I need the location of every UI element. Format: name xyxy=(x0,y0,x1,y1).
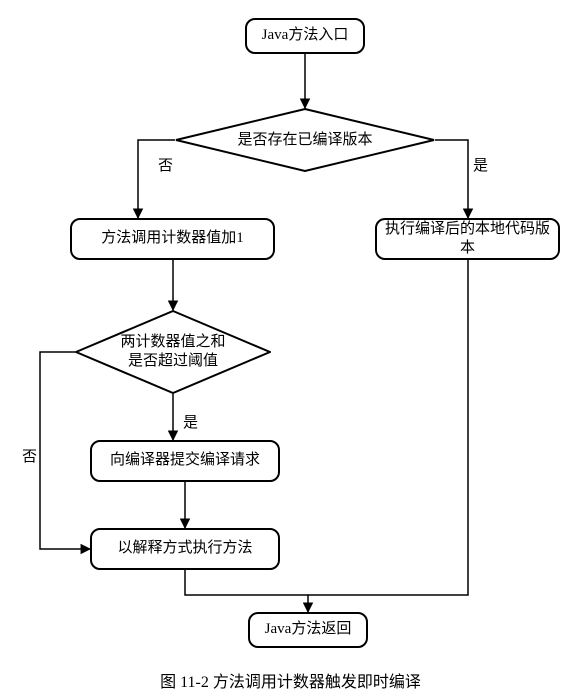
node-compile-label: 执行编译后的本地代码版本 xyxy=(383,220,552,259)
edge-d1-yes-comp xyxy=(435,140,468,218)
node-start-label: Java方法入口 xyxy=(262,26,349,46)
edge-comp-ret xyxy=(308,260,468,595)
node-interp-label: 以解释方式执行方法 xyxy=(117,539,252,559)
node-return: Java方法返回 xyxy=(248,612,368,648)
node-submit-compile: 向编译器提交编译请求 xyxy=(90,440,280,482)
node-submit-label: 向编译器提交编译请求 xyxy=(110,451,260,471)
decision-has-compiled: 是否存在已编译版本 xyxy=(175,108,435,172)
node-interpret: 以解释方式执行方法 xyxy=(90,528,280,570)
edge-d1-no-inc xyxy=(138,140,175,218)
node-inc-label: 方法调用计数器值加1 xyxy=(101,229,244,249)
edge-interp-ret xyxy=(185,570,308,612)
figure-caption: 图 11-2 方法调用计数器触发即时编译 xyxy=(0,668,581,692)
node-execute-compiled: 执行编译后的本地代码版本 xyxy=(375,218,560,260)
node-increment-counter: 方法调用计数器值加1 xyxy=(70,218,275,260)
decision-d1-label: 是否存在已编译版本 xyxy=(237,131,372,150)
flowchart-canvas: Java方法入口 执行编译后的本地代码版本 方法调用计数器值加1 向编译器提交编… xyxy=(0,0,581,698)
decision-over-threshold: 两计数器值之和是否超过阈值 xyxy=(75,310,271,394)
node-start: Java方法入口 xyxy=(245,18,365,54)
edge-label-d2-no: 否 xyxy=(22,445,37,466)
decision-d2-label: 两计数器值之和是否超过阈值 xyxy=(120,333,225,371)
node-ret-label: Java方法返回 xyxy=(265,620,352,640)
edge-label-d1-yes: 是 xyxy=(473,154,488,175)
edge-label-d1-no: 否 xyxy=(158,154,173,175)
caption-text: 图 11-2 方法调用计数器触发即时编译 xyxy=(160,674,421,691)
edge-label-d2-yes: 是 xyxy=(183,411,198,432)
